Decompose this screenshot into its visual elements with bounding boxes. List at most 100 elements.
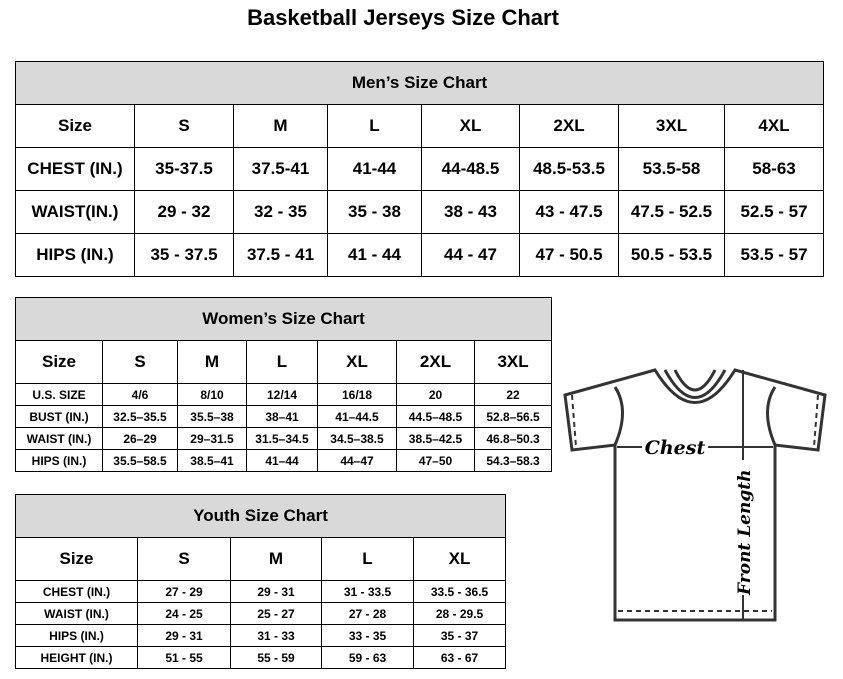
table-cell: 8/10 <box>177 383 247 406</box>
row-label: BUST (IN.) <box>15 405 103 428</box>
table-cell: 46.8–50.3 <box>473 427 553 450</box>
table-cell: 37.5-41 <box>233 147 328 191</box>
table-cell: 28 - 29.5 <box>412 602 507 625</box>
row-label: WAIST (IN.) <box>15 427 103 450</box>
table-cell: 47.5 - 52.5 <box>618 190 725 234</box>
row-label: CHEST (IN.) <box>15 580 138 603</box>
row-label: HIPS (IN.) <box>15 624 138 647</box>
table-cell: M <box>177 340 247 384</box>
table-cell: 35.5–58.5 <box>102 449 178 472</box>
table-cell: XL <box>421 104 520 148</box>
table-cell: 2XL <box>396 340 475 384</box>
table-cell: 44–47 <box>317 449 397 472</box>
table-cell: 38.5–42.5 <box>396 427 475 450</box>
womens-size-table: Women’s Size Chart Size S M L XL 2XL 3XL U.S. S… <box>14 297 553 472</box>
table-cell: XL <box>317 340 397 384</box>
table-cell: 51 - 55 <box>137 646 231 669</box>
table-cell: L <box>246 340 318 384</box>
table-cell: 37.5 - 41 <box>233 233 328 277</box>
table-row: CHEST (IN.) 35-37.5 37.5-41 41-44 44-48.5 48.… <box>15 147 825 191</box>
table-cell: 63 - 67 <box>412 646 507 669</box>
mens-size-table: Men’s Size Chart Size S M L XL 2XL 3XL 4XL CHEST… <box>14 61 825 277</box>
row-label: CHEST (IN.) <box>15 147 135 191</box>
table-row: HIPS (IN.) 35 - 37.5 37.5 - 41 41 - 44 44 - … <box>15 233 825 277</box>
row-label: HIPS (IN.) <box>15 449 103 472</box>
header-row: Size S M L XL 2XL 3XL 4XL <box>15 104 825 148</box>
table-row: BUST (IN.) 32.5–35.5 35.5–38 38–41 41–44.5 44… <box>15 405 553 428</box>
table-cell: 35 - 37 <box>412 624 507 647</box>
table-cell: 38.5–41 <box>177 449 247 472</box>
row-label: WAIST (IN.) <box>15 602 138 625</box>
chest-label: Chest <box>645 437 706 459</box>
table-cell: 44-48.5 <box>421 147 520 191</box>
table-cell: 31.5–34.5 <box>246 427 318 450</box>
table-cell: 35 - 38 <box>327 190 422 234</box>
header-row: Size S M L XL 2XL 3XL <box>15 340 553 384</box>
row-label: HEIGHT (IN.) <box>15 646 138 669</box>
table-row: HIPS (IN.) 29 - 31 31 - 33 33 - 35 35 - 37 <box>15 624 507 647</box>
table-cell: 35-37.5 <box>134 147 234 191</box>
table-row: U.S. SIZE 4/6 8/10 12/14 16/18 20 22 <box>15 383 553 406</box>
shirt-outline-icon <box>563 368 827 622</box>
table-cell: M <box>230 537 322 581</box>
table-cell: M <box>233 104 328 148</box>
table-cell: 33 - 35 <box>321 624 414 647</box>
table-cell: 35.5–38 <box>177 405 247 428</box>
table-cell: 54.3–58.3 <box>473 449 553 472</box>
table-cell: 41-44 <box>327 147 422 191</box>
table-cell: 55 - 59 <box>230 646 322 669</box>
youth-size-table: Youth Size Chart Size S M L XL CHEST (IN.) 27 … <box>14 494 507 669</box>
table-row: WAIST (IN.) 26–29 29–31.5 31.5–34.5 34.5–38.… <box>15 427 553 450</box>
table-cell: 26–29 <box>102 427 178 450</box>
row-label: Size <box>15 340 103 384</box>
table-cell: 35 - 37.5 <box>134 233 234 277</box>
table-cell: 59 - 63 <box>321 646 414 669</box>
table-cell: 24 - 25 <box>137 602 231 625</box>
row-label: Size <box>15 537 138 581</box>
table-cell: 38–41 <box>246 405 318 428</box>
table-cell: XL <box>412 537 507 581</box>
table-cell: 22 <box>473 383 553 406</box>
table-cell: 43 - 47.5 <box>519 190 619 234</box>
table-cell: L <box>321 537 414 581</box>
table-cell: 52.8–56.5 <box>473 405 553 428</box>
table-row: HEIGHT (IN.) 51 - 55 55 - 59 59 - 63 63 - 67 <box>15 646 507 669</box>
table-cell: 12/14 <box>246 383 318 406</box>
table-cell: 41 - 44 <box>327 233 422 277</box>
table-cell: 52.5 - 57 <box>723 190 825 234</box>
table-cell: 53.5 - 57 <box>723 233 825 277</box>
womens-caption: Women’s Size Chart <box>14 297 553 341</box>
table-cell: 31 - 33.5 <box>321 580 414 603</box>
table-cell: 47–50 <box>396 449 475 472</box>
table-cell: 29 - 31 <box>137 624 231 647</box>
table-cell: 4XL <box>723 104 825 148</box>
row-label: HIPS (IN.) <box>15 233 135 277</box>
table-cell: 32 - 35 <box>233 190 328 234</box>
table-cell: 53.5-58 <box>618 147 725 191</box>
table-cell: 50.5 - 53.5 <box>618 233 725 277</box>
table-cell: 25 - 27 <box>230 602 322 625</box>
table-cell: 38 - 43 <box>421 190 520 234</box>
table-cell: 41–44 <box>246 449 318 472</box>
table-cell: 4/6 <box>102 383 178 406</box>
table-cell: 29–31.5 <box>177 427 247 450</box>
table-row: WAIST(IN.) 29 - 32 32 - 35 35 - 38 38 - 43 43… <box>15 190 825 234</box>
table-cell: 58-63 <box>723 147 825 191</box>
table-cell: S <box>134 104 234 148</box>
table-cell: 3XL <box>618 104 725 148</box>
table-cell: 2XL <box>519 104 619 148</box>
table-cell: 29 - 31 <box>230 580 322 603</box>
table-cell: 31 - 33 <box>230 624 322 647</box>
table-cell: 20 <box>396 383 475 406</box>
jersey-diagram: Chest Front Length <box>563 368 827 622</box>
table-row: WAIST (IN.) 24 - 25 25 - 27 27 - 28 28 - 29.… <box>15 602 507 625</box>
table-cell: S <box>102 340 178 384</box>
front-length-label: Front Length <box>735 470 755 596</box>
page-title: Basketball Jerseys Size Chart <box>247 5 559 30</box>
table-cell: 32.5–35.5 <box>102 405 178 428</box>
table-row: HIPS (IN.) 35.5–58.5 38.5–41 41–44 44–47 47–5… <box>15 449 553 472</box>
table-cell: 48.5-53.5 <box>519 147 619 191</box>
table-cell: 27 - 28 <box>321 602 414 625</box>
table-cell: S <box>137 537 231 581</box>
table-cell: 34.5–38.5 <box>317 427 397 450</box>
